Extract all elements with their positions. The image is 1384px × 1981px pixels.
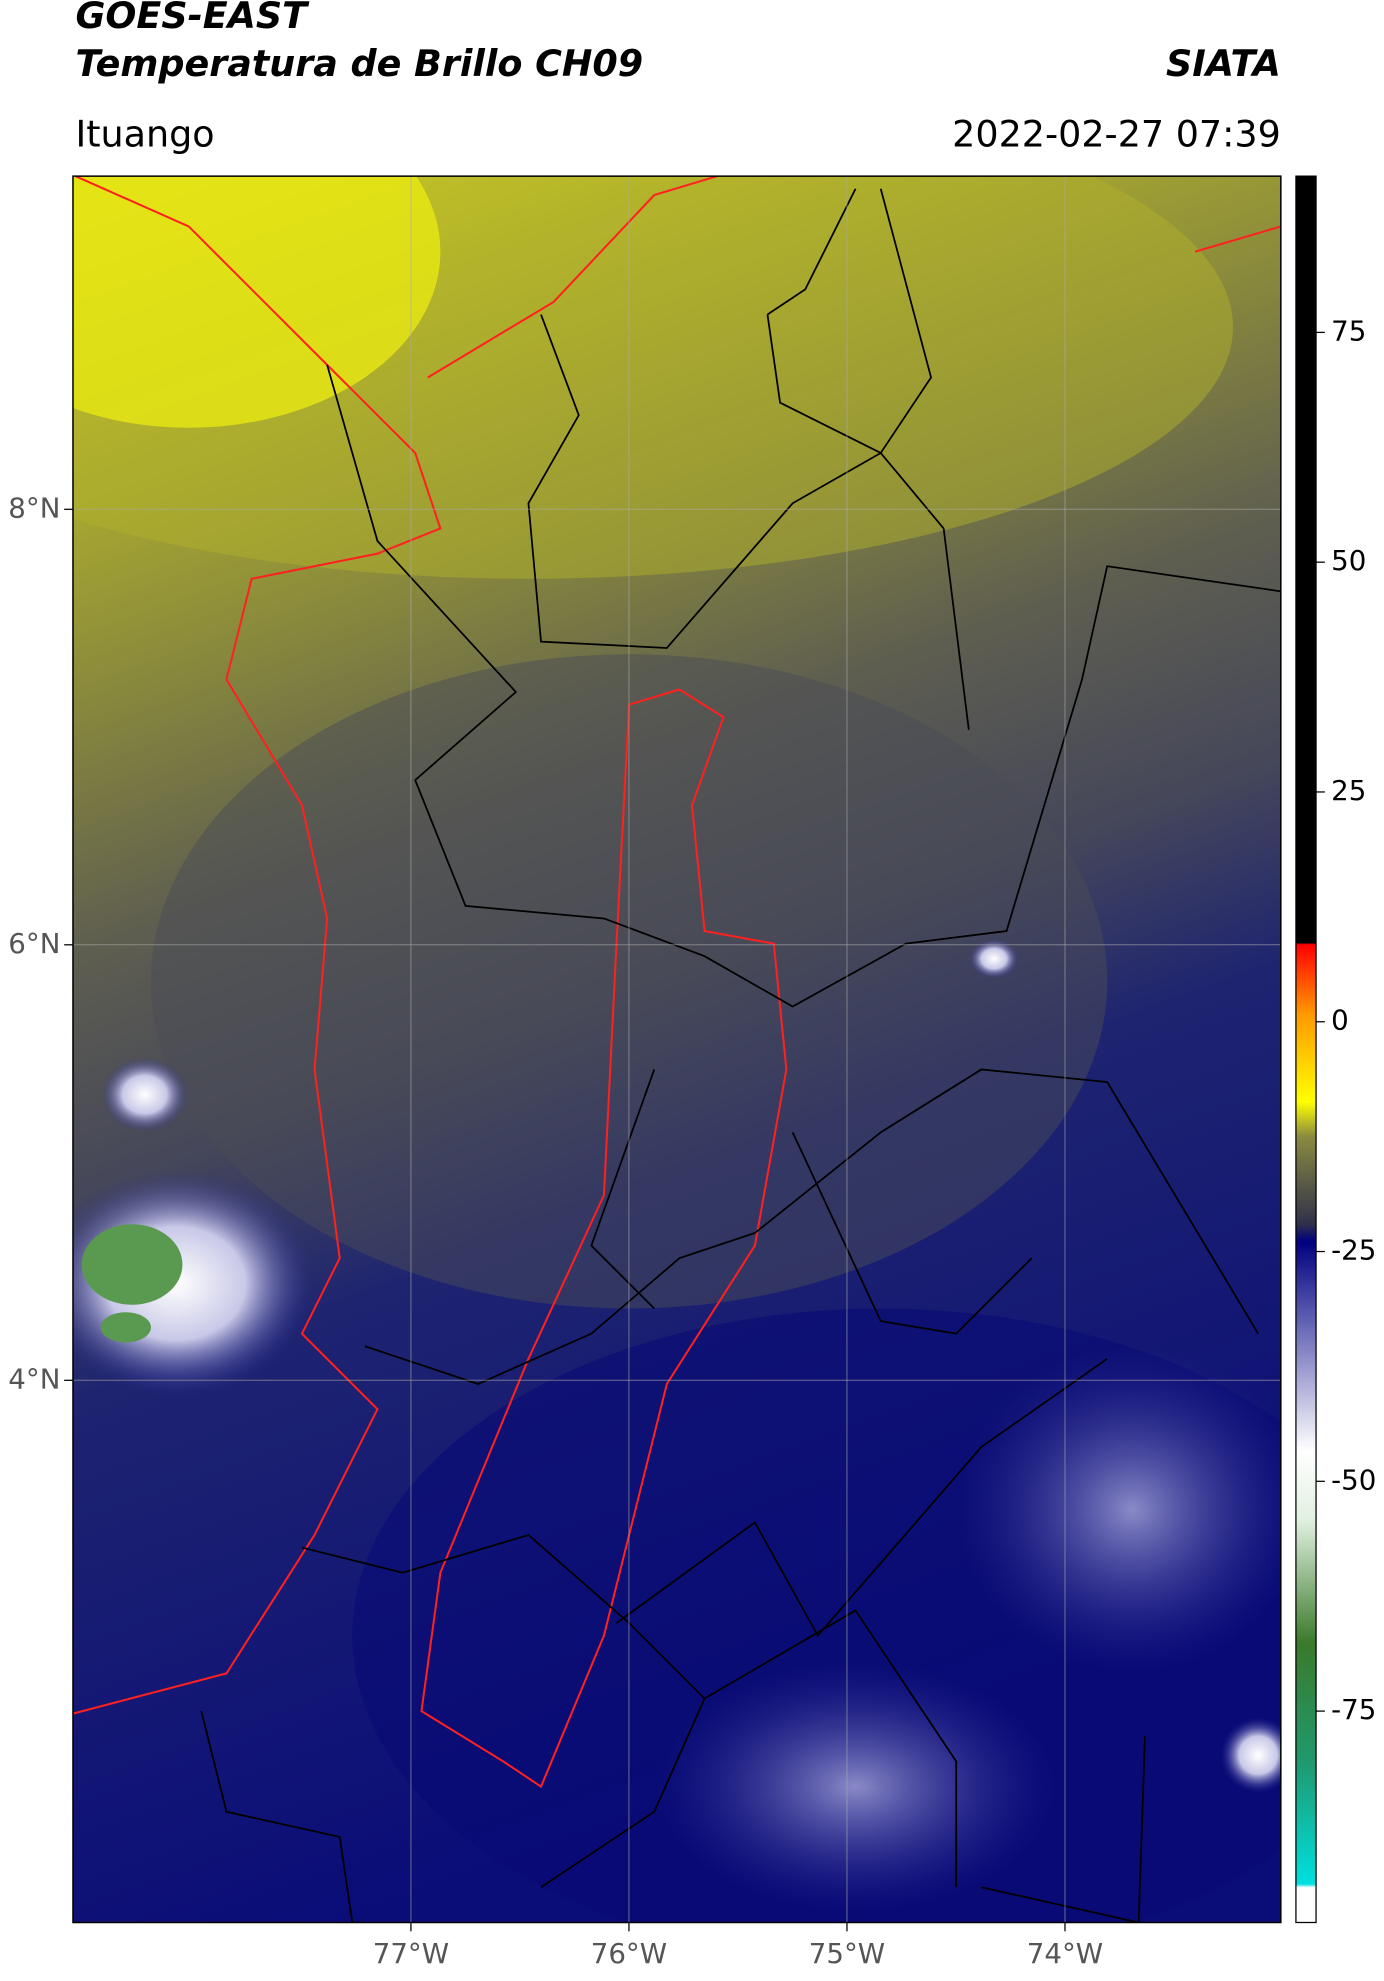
timestamp: 2022-02-27 07:39: [952, 112, 1281, 155]
source: SIATA: [1166, 42, 1281, 85]
colorbar: [1295, 175, 1317, 1924]
lon-tick-label: 74°W: [1027, 1937, 1103, 1970]
lat-tick-label: 8°N: [8, 491, 60, 524]
colorbar-tick-label: -25: [1331, 1234, 1376, 1267]
lon-tick-label: 76°W: [591, 1937, 667, 1970]
colorbar-tick-label: 25: [1331, 774, 1366, 807]
lon-tick-label: 75°W: [809, 1937, 885, 1970]
title: GOES-EAST: [75, 0, 310, 37]
map-frame: [72, 175, 1282, 1924]
colorbar-tick-label: 0: [1331, 1004, 1349, 1037]
satellite-image: [72, 176, 1281, 1923]
colorbar-tick-label: -75: [1331, 1693, 1376, 1726]
lat-tick-label: 6°N: [8, 927, 60, 960]
location: Ituango: [75, 112, 214, 155]
lon-tick-label: 77°W: [373, 1937, 449, 1970]
subtitle: Temperatura de Brillo CH09: [75, 42, 643, 85]
colorbar-tick-label: 50: [1331, 544, 1366, 577]
lat-tick-label: 4°N: [8, 1362, 60, 1395]
colorbar-tick-label: -50: [1331, 1463, 1376, 1496]
colorbar-tick-label: 75: [1331, 314, 1366, 347]
